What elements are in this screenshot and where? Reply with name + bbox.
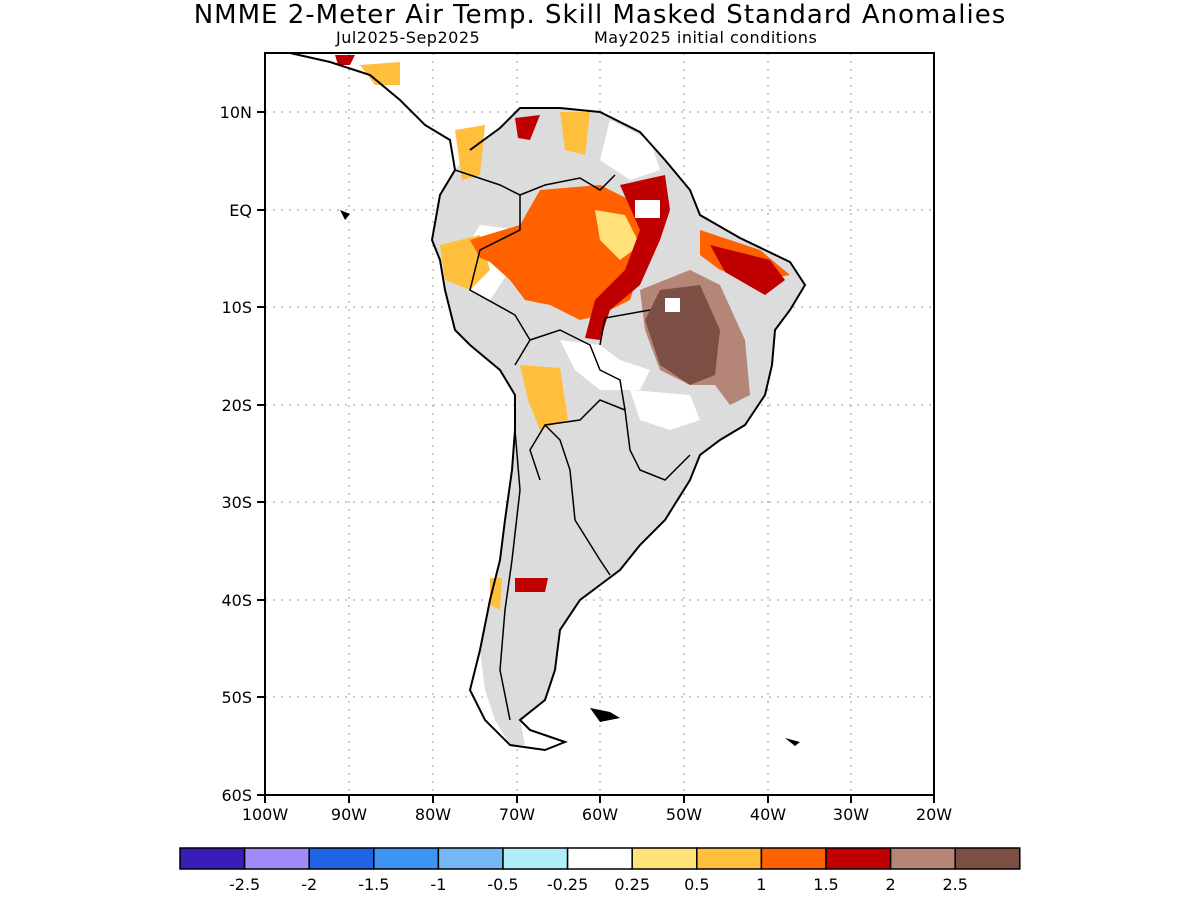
lat-label: 60S [221, 786, 252, 805]
lat-label: 30S [221, 493, 252, 512]
lat-label: 40S [221, 591, 252, 610]
colorbar-label: 1.5 [813, 875, 838, 894]
colorbar-label: 2.5 [942, 875, 967, 894]
lon-label: 60W [582, 805, 618, 824]
country-borders [454, 169, 691, 721]
colorbar-swatch [179, 847, 246, 870]
colorbar-swatch [954, 847, 1021, 870]
lat-label: 50S [221, 688, 252, 707]
lon-label: 50W [666, 805, 702, 824]
lat-label: 10N [220, 103, 252, 122]
initial-conditions-label: May2025 initial conditions [594, 28, 818, 47]
coastline [289, 52, 807, 752]
colorbar-swatch [889, 847, 956, 870]
colorbar-label: -1 [430, 875, 446, 894]
colorbar-swatch [243, 847, 310, 870]
season-label: Jul2025-Sep2025 [336, 28, 481, 47]
lat-label: 10S [221, 298, 252, 317]
colorbar-label: 0.25 [614, 875, 650, 894]
lon-label: 100W [242, 805, 289, 824]
colorbar-label: -2.5 [229, 875, 260, 894]
colorbar-label: 1 [756, 875, 766, 894]
lat-label: 20S [221, 396, 252, 415]
strong-anomalies [640, 270, 750, 405]
colorbar-swatch [308, 847, 375, 870]
colorbar-label: -2 [301, 875, 317, 894]
lon-label: 80W [415, 805, 451, 824]
lon-label: 70W [499, 805, 535, 824]
lon-label: 30W [833, 805, 869, 824]
colorbar-label: -0.5 [487, 875, 518, 894]
lat-label: EQ [229, 201, 252, 220]
warm-anomalies [335, 55, 790, 610]
map-title: NMME 2-Meter Air Temp. Skill Masked Stan… [193, 0, 1007, 30]
colorbar-swatch [566, 847, 633, 870]
lon-label: 90W [331, 805, 367, 824]
colorbar-swatch [631, 847, 698, 870]
colorbar-swatch [502, 847, 569, 870]
colorbar-label: 0.5 [684, 875, 709, 894]
colorbar-label: -0.25 [547, 875, 588, 894]
colorbar-label: -1.5 [358, 875, 389, 894]
colorbar-swatch [760, 847, 827, 870]
colorbar-swatch [373, 847, 440, 870]
colorbar-label: 2 [886, 875, 896, 894]
lon-label: 40W [750, 805, 786, 824]
colorbar-swatch [696, 847, 763, 870]
colorbar-swatch [825, 847, 892, 870]
lon-label: 20W [916, 805, 952, 824]
colorbar-swatch [437, 847, 504, 870]
